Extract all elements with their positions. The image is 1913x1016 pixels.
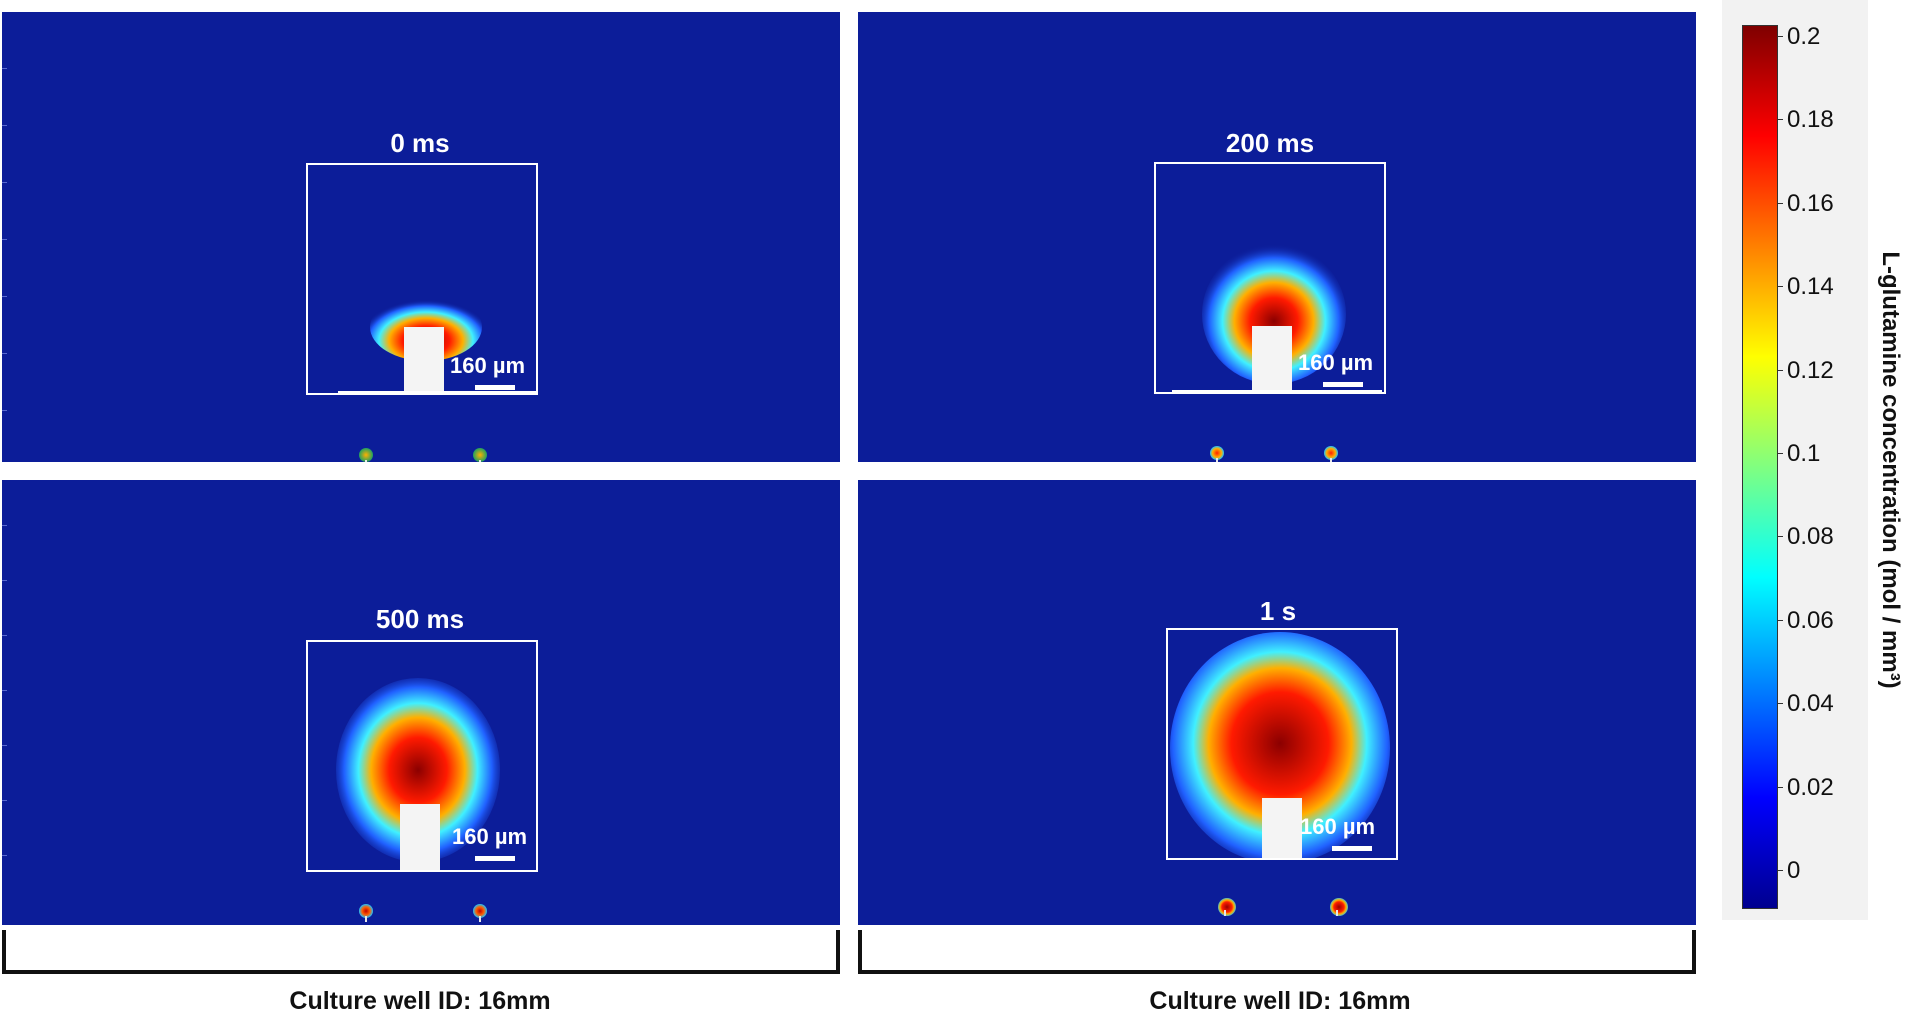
colorbar-tick-label: 0.1 xyxy=(1787,440,1821,467)
colorbar-tick-mark xyxy=(1777,536,1783,538)
zoom-inset: 160 µm xyxy=(306,163,538,395)
concentration-plume xyxy=(1202,244,1346,384)
colorbar-tick-mark xyxy=(1777,786,1783,788)
panel-title: 0 ms xyxy=(390,128,450,158)
source-dot-right xyxy=(473,904,487,922)
well-bracket-right xyxy=(858,930,1696,974)
scale-bar xyxy=(1323,382,1363,387)
source-dot-left xyxy=(1218,898,1236,916)
colorbar-tick-mark xyxy=(1777,619,1783,621)
zoom-inset: 160 µm xyxy=(1166,628,1398,860)
colorbar-tick-mark xyxy=(1777,286,1783,288)
colorbar-tick-label: 0.12 xyxy=(1787,356,1834,384)
source-dot-right xyxy=(1330,898,1348,916)
scale-bar xyxy=(475,385,515,390)
colorbar xyxy=(1742,25,1778,909)
source-dot-left xyxy=(359,904,373,922)
simulation-panel-0ms: 0 ms 160 µm xyxy=(2,12,840,462)
scale-bar xyxy=(1332,846,1372,851)
panel-title: 200 ms xyxy=(1225,128,1315,158)
colorbar-tick-mark xyxy=(1777,703,1783,705)
electrode-pillar xyxy=(1262,798,1302,858)
zoom-inset: 160 µm xyxy=(1154,162,1386,394)
panel-title: 1 s xyxy=(1259,596,1297,626)
colorbar-label: L-glutamine concentration (mol / mm³) xyxy=(1877,251,1904,689)
colorbar-tick-label: 0.16 xyxy=(1787,189,1834,217)
scale-bar xyxy=(475,856,515,861)
panel-title: 500 ms xyxy=(375,604,465,634)
colorbar-tick-mark xyxy=(1777,453,1783,454)
colorbar-tick-mark xyxy=(1777,870,1783,871)
inset-floor xyxy=(1172,390,1382,392)
well-bracket-left xyxy=(2,930,840,974)
simulation-panel-200ms: 200 ms 160 µm xyxy=(858,12,1696,462)
source-dot-left xyxy=(1210,446,1224,462)
colorbar-tick-label: 0.02 xyxy=(1787,773,1834,801)
inset-floor xyxy=(338,391,536,393)
colorbar-tick-label: 0.18 xyxy=(1787,106,1834,134)
zoom-inset: 160 µm xyxy=(306,640,538,872)
simulation-panel-500ms: 500 ms 160 µm xyxy=(2,480,840,925)
concentration-plume xyxy=(336,678,500,862)
electrode-pillar xyxy=(1252,326,1292,392)
simulation-panel-1s: 1 s 160 µm xyxy=(858,480,1696,925)
scale-bar-label: 160 µm xyxy=(452,824,528,849)
colorbar-tick-label: 0.04 xyxy=(1787,690,1834,718)
colorbar-tick-label: 0.06 xyxy=(1787,606,1834,634)
colorbar-tick-mark xyxy=(1777,36,1783,37)
colorbar-tick-mark xyxy=(1777,119,1783,121)
concentration-plume xyxy=(1170,632,1390,858)
electrode-pillar xyxy=(404,327,444,393)
source-dot-left xyxy=(359,448,373,462)
source-dot-right xyxy=(1324,446,1338,462)
electrode-pillar xyxy=(400,804,440,870)
axis-ticks xyxy=(2,480,8,925)
source-dot-right xyxy=(473,448,487,462)
colorbar-tick-label: 0 xyxy=(1787,857,1801,884)
colorbar-tick-label: 0.14 xyxy=(1787,273,1834,301)
well-caption-right: Culture well ID: 16mm xyxy=(1149,987,1411,1015)
axis-ticks xyxy=(2,12,8,462)
scale-bar-label: 160 µm xyxy=(1300,814,1376,839)
well-caption-left: Culture well ID: 16mm xyxy=(289,987,551,1015)
colorbar-tick-mark xyxy=(1777,202,1783,204)
scale-bar-label: 160 µm xyxy=(450,353,526,378)
scale-bar-label: 160 µm xyxy=(1298,350,1374,375)
colorbar-tick-mark xyxy=(1777,369,1783,371)
colorbar-tick-label: 0.2 xyxy=(1787,23,1821,50)
colorbar-tick-label: 0.08 xyxy=(1787,523,1834,551)
